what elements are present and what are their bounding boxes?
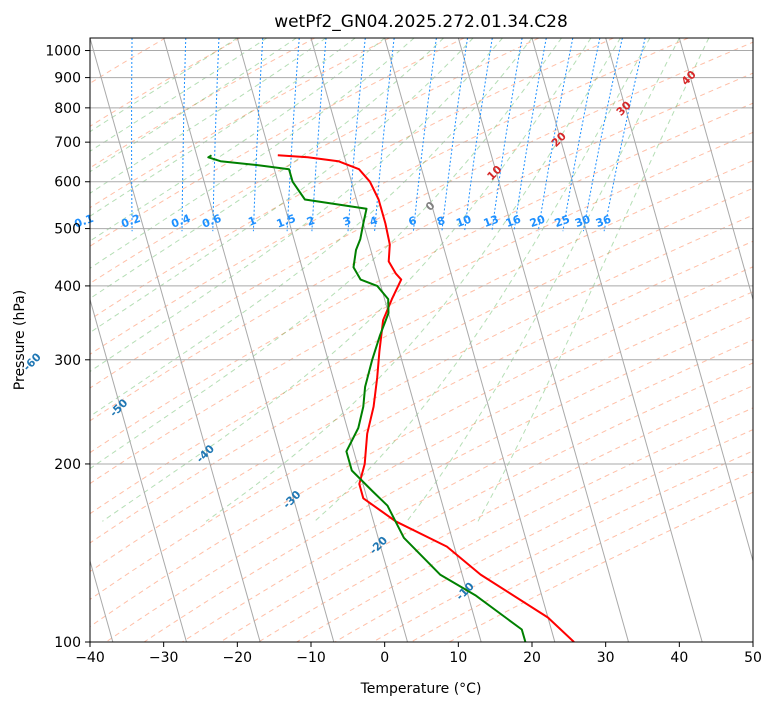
mixing-ratio-line xyxy=(562,38,601,232)
x-axis-label: Temperature (°C) xyxy=(360,681,482,697)
mixing-ratio-line xyxy=(311,38,327,232)
mixing-ratio-label: 1.5 xyxy=(275,212,298,231)
y-tick-label: 100 xyxy=(54,635,81,651)
background-lines xyxy=(90,38,753,642)
dry-adiabat-line xyxy=(90,214,753,573)
dry-adiabat-line xyxy=(90,187,753,544)
x-tick-label: −40 xyxy=(75,650,105,666)
x-tick-label: −20 xyxy=(223,650,253,666)
x-tick-label: 10 xyxy=(449,650,467,666)
mixing-ratio-label: 6 xyxy=(407,214,419,229)
mixing-ratio-line xyxy=(181,38,187,232)
mixing-ratio-line xyxy=(131,38,133,232)
profile-lines xyxy=(207,154,575,642)
mixing-ratio-label: 13 xyxy=(482,213,501,230)
isotherm-line xyxy=(90,297,187,642)
mixing-ratio-label: 0.4 xyxy=(169,212,192,231)
mixing-ratio-label: 30 xyxy=(573,212,592,230)
dry-adiabat-line xyxy=(90,102,753,454)
y-tick-label: 200 xyxy=(54,457,81,473)
mixing-ratio-line xyxy=(252,38,264,232)
dry-adiabat-line xyxy=(90,240,753,600)
dry-adiabat-line xyxy=(258,385,753,642)
mixing-ratio-label: 25 xyxy=(553,213,572,230)
mixing-ratio-line xyxy=(582,38,623,232)
isotherm-line xyxy=(384,38,556,642)
isotherm-line xyxy=(236,38,408,642)
isotherm-line xyxy=(163,38,335,642)
y-tick-label: 1000 xyxy=(45,44,81,60)
dry-adiabat-line xyxy=(296,407,753,642)
dry-adiabat-line xyxy=(372,450,753,642)
dry-adiabat-line xyxy=(90,38,540,285)
mixing-ratio-label: 10 xyxy=(454,212,473,230)
mixing-ratio-label: 2 xyxy=(305,214,317,229)
mixing-ratio-label: 0.6 xyxy=(200,212,223,231)
x-tick-label: 0 xyxy=(380,650,389,666)
y-tick-label: 600 xyxy=(54,175,81,191)
x-tick-label: −10 xyxy=(296,650,326,666)
mixing-ratio-label: 4 xyxy=(368,214,380,229)
y-tick-label: 300 xyxy=(54,353,81,369)
mixing-ratio-line xyxy=(212,38,220,232)
mixing-ratio-line xyxy=(513,38,547,232)
y-axis-label: Pressure (hPa) xyxy=(12,290,28,390)
mixing-ratio-label: 0.2 xyxy=(119,212,142,231)
x-tick-label: 30 xyxy=(597,650,615,666)
y-tick-label: 500 xyxy=(54,222,81,238)
x-tick-label: 50 xyxy=(744,650,762,666)
isotherm-line xyxy=(90,38,261,642)
dewpoint-profile xyxy=(207,154,527,642)
dry-adiabat-line xyxy=(105,291,753,642)
mixing-ratio-label: 20 xyxy=(528,212,547,230)
mixing-ratio-label: 36 xyxy=(594,212,613,230)
isotherm-line xyxy=(678,38,753,302)
dry-adiabat-line xyxy=(90,38,689,355)
isotherm-line xyxy=(310,38,482,642)
mixing-ratio-line xyxy=(491,38,523,232)
plot-frame xyxy=(89,37,754,643)
moist-adiabat-line xyxy=(406,38,680,522)
y-tick-label: 400 xyxy=(54,279,81,295)
mixing-ratio-label: 8 xyxy=(435,214,447,229)
dry-adiabat-line xyxy=(90,38,465,247)
x-tick-label: 20 xyxy=(523,650,541,666)
x-tick-label: 40 xyxy=(670,650,688,666)
isotherm-line xyxy=(605,38,753,563)
x-tick-label: −30 xyxy=(149,650,179,666)
moist-adiabat-line xyxy=(90,38,503,373)
moist-adiabat-line xyxy=(90,38,415,269)
mixing-ratio-label: 16 xyxy=(504,212,523,230)
dry-adiabat-line xyxy=(90,38,390,209)
mixing-ratio-label: 1 xyxy=(246,214,258,229)
mixing-ratio-line xyxy=(537,38,574,232)
dry-adiabat-line xyxy=(90,72,753,422)
mixing-ratio-line xyxy=(603,38,646,232)
chart-title: wetPf2_GN04.2025.272.01.34.C28 xyxy=(274,12,568,32)
y-tick-label: 700 xyxy=(54,135,81,151)
dry-adiabat-line xyxy=(90,41,753,389)
mixing-ratio-line xyxy=(347,38,366,232)
axis-ticks: −40 −30 −20 −10 0 10 20 30 40 5010020030040050060… xyxy=(45,44,762,666)
isotherm-line xyxy=(531,38,703,642)
y-tick-label: 900 xyxy=(54,71,81,87)
moist-adiabat-line xyxy=(90,38,533,417)
y-tick-label: 800 xyxy=(54,101,81,117)
isotherm-line xyxy=(457,38,629,642)
mixing-ratio-line xyxy=(286,38,300,232)
moist-adiabat-line xyxy=(477,38,710,522)
mixing-ratio-label: 3 xyxy=(341,214,353,229)
